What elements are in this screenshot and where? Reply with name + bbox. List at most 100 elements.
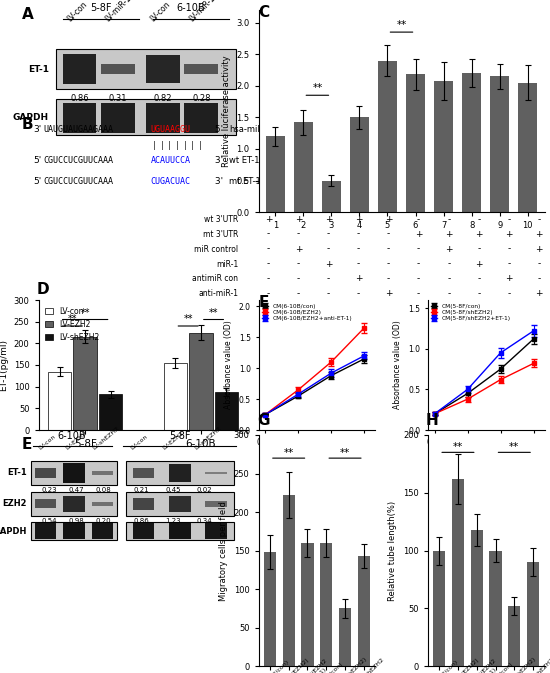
Y-axis label: Relative tube length(%): Relative tube length(%) <box>388 501 398 601</box>
Text: anti-miR-1: anti-miR-1 <box>199 289 239 298</box>
Text: UAUGUAUGAAGAAA: UAUGUAUGAAGAAA <box>43 125 113 134</box>
Text: -: - <box>447 215 450 223</box>
Text: LV-shEZH2: LV-shEZH2 <box>92 425 120 450</box>
Text: 0.23: 0.23 <box>41 487 57 493</box>
Text: |: | <box>167 141 172 150</box>
Text: -: - <box>507 215 510 223</box>
Text: 0.31: 0.31 <box>108 94 127 103</box>
Text: mt ET-1 3'UTR: mt ET-1 3'UTR <box>229 177 288 186</box>
Text: GAPDH: GAPDH <box>13 112 49 122</box>
Text: -: - <box>537 260 541 269</box>
Text: -: - <box>387 229 390 239</box>
Bar <box>214 392 238 430</box>
Bar <box>301 543 314 666</box>
Text: wt 3'UTR: wt 3'UTR <box>204 215 239 223</box>
Text: +: + <box>385 289 392 298</box>
Text: +: + <box>385 215 392 223</box>
Text: LV-EZH2: LV-EZH2 <box>162 430 185 450</box>
Text: +: + <box>445 229 453 239</box>
Text: -: - <box>477 275 480 283</box>
Bar <box>31 522 117 540</box>
Bar <box>169 464 190 482</box>
Bar <box>164 363 187 430</box>
Legend: LV-con, LV-EZH2, LV-shEZH2: LV-con, LV-EZH2, LV-shEZH2 <box>42 304 102 345</box>
Text: 5': 5' <box>33 177 42 186</box>
Text: +: + <box>415 229 422 239</box>
Text: C: C <box>258 5 270 20</box>
Text: -: - <box>357 244 360 254</box>
Text: 0.45: 0.45 <box>166 487 181 493</box>
Bar <box>63 463 85 483</box>
Text: -: - <box>447 289 450 298</box>
Text: 0.86: 0.86 <box>70 94 89 103</box>
Text: -: - <box>327 275 330 283</box>
Bar <box>56 99 236 135</box>
Bar <box>406 75 425 212</box>
Text: H: H <box>426 413 439 428</box>
Text: -: - <box>417 289 420 298</box>
Bar <box>266 137 285 212</box>
Text: 0.47: 0.47 <box>68 487 84 493</box>
Text: -: - <box>477 244 480 254</box>
Text: +: + <box>505 275 513 283</box>
Text: -: - <box>447 275 450 283</box>
Text: A: A <box>22 7 34 22</box>
Text: hsa-miR-1: hsa-miR-1 <box>229 125 272 134</box>
Bar <box>63 103 96 133</box>
Bar <box>358 556 370 666</box>
Text: -: - <box>477 215 480 223</box>
Text: 0.02: 0.02 <box>197 487 212 493</box>
Text: LV-shEZH2: LV-shEZH2 <box>194 425 222 450</box>
Text: -: - <box>387 275 390 283</box>
Text: -: - <box>387 260 390 269</box>
Text: **: ** <box>209 308 218 318</box>
Text: 1.23: 1.23 <box>165 518 181 524</box>
Text: **: ** <box>312 83 322 93</box>
Legend: CM(6-10B/con), CM(6-10B/EZH2), CM(6-10B/EZH2+anti-ET-1): CM(6-10B/con), CM(6-10B/EZH2), CM(6-10B/… <box>261 303 353 322</box>
Text: **: ** <box>80 308 90 318</box>
Text: -: - <box>297 229 300 239</box>
Text: -: - <box>267 244 270 254</box>
Text: **: ** <box>509 442 519 452</box>
Bar <box>322 180 341 212</box>
Text: -: - <box>507 289 510 298</box>
Text: EZH2: EZH2 <box>2 499 26 509</box>
Text: +: + <box>325 260 332 269</box>
Text: LV-miR-1: LV-miR-1 <box>187 0 217 23</box>
Text: LV-EZH2: LV-EZH2 <box>65 430 88 450</box>
Text: B: B <box>22 117 34 132</box>
Text: 0.54: 0.54 <box>41 518 57 524</box>
Bar <box>205 501 227 507</box>
Bar <box>378 61 397 212</box>
Text: -: - <box>357 260 360 269</box>
Text: 5': 5' <box>33 156 42 165</box>
Bar <box>63 496 85 512</box>
Text: 5-8F: 5-8F <box>169 431 191 441</box>
Text: CGUCCUCGUUCAAA: CGUCCUCGUUCAAA <box>43 177 113 186</box>
Text: LV-con: LV-con <box>148 0 172 23</box>
Bar <box>133 468 155 478</box>
Text: LV-miR-1: LV-miR-1 <box>103 0 133 23</box>
Text: **: ** <box>68 314 77 324</box>
Text: 0.28: 0.28 <box>192 94 211 103</box>
Text: +: + <box>475 229 482 239</box>
Text: 5': 5' <box>212 125 223 134</box>
Text: 0.08: 0.08 <box>95 487 111 493</box>
Bar <box>35 468 56 479</box>
Text: D: D <box>36 281 49 297</box>
Text: -: - <box>477 289 480 298</box>
Text: ET-1: ET-1 <box>7 468 26 477</box>
Bar <box>101 64 135 75</box>
Text: 0.86: 0.86 <box>134 518 150 524</box>
Text: -: - <box>327 244 330 254</box>
Bar <box>169 497 190 511</box>
Bar <box>518 83 537 212</box>
Bar <box>433 551 446 666</box>
Text: CUGACUAC: CUGACUAC <box>151 177 191 186</box>
Text: |: | <box>183 141 187 150</box>
Bar <box>452 479 464 666</box>
Bar <box>126 462 234 485</box>
Text: +: + <box>295 244 302 254</box>
Text: **: ** <box>183 314 193 324</box>
Text: GAPDH: GAPDH <box>0 526 26 536</box>
